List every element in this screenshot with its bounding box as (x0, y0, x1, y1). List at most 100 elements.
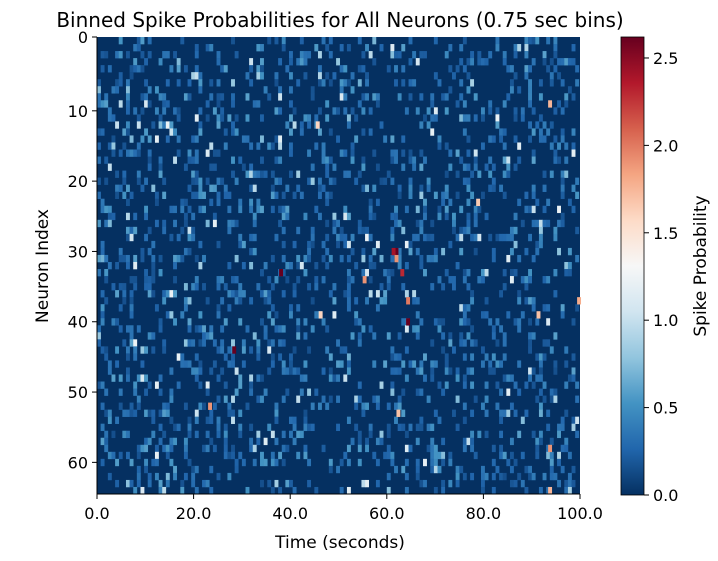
heatmap-cell (278, 93, 283, 101)
heatmap-cell (118, 402, 123, 410)
heatmap-cell (104, 353, 109, 361)
heatmap-cell (553, 156, 558, 164)
heatmap-cell (249, 198, 254, 207)
heatmap-cell (419, 423, 424, 432)
heatmap-cell (343, 107, 348, 115)
heatmap-cell (245, 486, 250, 495)
heatmap-cell (354, 423, 359, 432)
heatmap-cell (484, 163, 489, 171)
heatmap-cell (372, 37, 377, 45)
heatmap-cell (310, 402, 315, 410)
heatmap-cell (538, 367, 543, 375)
heatmap-cell (520, 219, 525, 228)
heatmap-cell (444, 212, 449, 221)
heatmap-cell (125, 367, 130, 375)
heatmap-cell-peak (400, 269, 405, 277)
heatmap-cell (118, 247, 123, 256)
heatmap-cell (437, 212, 442, 221)
heatmap-cell (154, 381, 159, 389)
heatmap-cell (107, 409, 112, 417)
heatmap-cell (346, 353, 351, 361)
heatmap-cell (278, 451, 283, 460)
heatmap-cell (491, 184, 496, 192)
heatmap-cell (542, 395, 547, 403)
heatmap-cell (252, 219, 257, 228)
heatmap-cell (183, 402, 188, 410)
heatmap-cell (346, 269, 351, 277)
heatmap-cell (495, 318, 500, 326)
heatmap-cell (524, 44, 529, 52)
heatmap-cell (520, 416, 525, 424)
heatmap-cell (191, 135, 196, 143)
heatmap-cell (390, 269, 395, 277)
heatmap-cell (183, 93, 188, 101)
heatmap-cell (430, 367, 435, 375)
heatmap-cell (462, 304, 467, 312)
heatmap-cell (274, 79, 279, 87)
heatmap-cell (502, 374, 507, 382)
heatmap-cell (339, 149, 344, 157)
heatmap-cell (317, 107, 322, 115)
heatmap-cell (176, 58, 181, 66)
heatmap-cell (430, 339, 435, 347)
heatmap-cell (285, 444, 290, 453)
heatmap-cell (473, 212, 478, 221)
heatmap-cell (158, 156, 163, 164)
heatmap-cell (97, 177, 101, 185)
heatmap-cell (390, 458, 395, 467)
heatmap-cell (448, 276, 453, 284)
heatmap-cell (303, 269, 308, 277)
heatmap-cell (198, 128, 203, 136)
heatmap-cell (183, 437, 188, 446)
heatmap-cell (495, 465, 500, 474)
heatmap-cell (115, 261, 120, 270)
heatmap-cell (198, 402, 203, 410)
heatmap-cell (267, 37, 272, 45)
heatmap-cell (288, 479, 293, 488)
heatmap-cell (375, 240, 380, 249)
heatmap-cell (194, 325, 199, 333)
heatmap-cell (470, 367, 475, 375)
heatmap-cell (107, 114, 112, 122)
heatmap-cell (375, 402, 380, 410)
heatmap-cell (412, 297, 417, 305)
heatmap-cell (234, 465, 239, 474)
heatmap-cell (433, 72, 438, 80)
heatmap-cell (357, 339, 362, 347)
heatmap-cell (383, 360, 388, 368)
heatmap-cell (386, 486, 391, 495)
heatmap-cell (571, 353, 576, 361)
heatmap-cell (154, 458, 159, 467)
heatmap-cell (365, 79, 369, 87)
heatmap-cell (296, 170, 301, 178)
heatmap-cell (531, 367, 536, 375)
heatmap-cell (343, 170, 348, 178)
heatmap-cell (466, 184, 471, 192)
heatmap-cell (375, 290, 380, 298)
heatmap-cell (506, 311, 511, 319)
heatmap-cell (390, 346, 395, 354)
heatmap-cell (408, 423, 413, 432)
heatmap-cell (542, 184, 547, 192)
heatmap-cell (459, 332, 464, 340)
heatmap-cell (281, 458, 286, 467)
heatmap-cell (209, 44, 214, 52)
heatmap-cell (441, 451, 446, 460)
heatmap-cell (180, 311, 185, 319)
heatmap-cell (528, 93, 532, 101)
heatmap-cell (231, 128, 235, 136)
heatmap-cell (307, 458, 312, 467)
heatmap-cell (365, 297, 369, 305)
heatmap-cell (223, 381, 228, 389)
heatmap-cell (288, 353, 293, 361)
heatmap-cell (296, 332, 301, 340)
heatmap-cell (339, 346, 344, 354)
heatmap-cell (270, 458, 275, 467)
heatmap-cell (176, 233, 181, 242)
heatmap-cell (553, 367, 558, 375)
heatmap-cell (462, 37, 467, 45)
heatmap-cell (140, 346, 145, 354)
colorbar-tick-label: 1.5 (653, 224, 678, 243)
heatmap-cell (194, 72, 199, 80)
